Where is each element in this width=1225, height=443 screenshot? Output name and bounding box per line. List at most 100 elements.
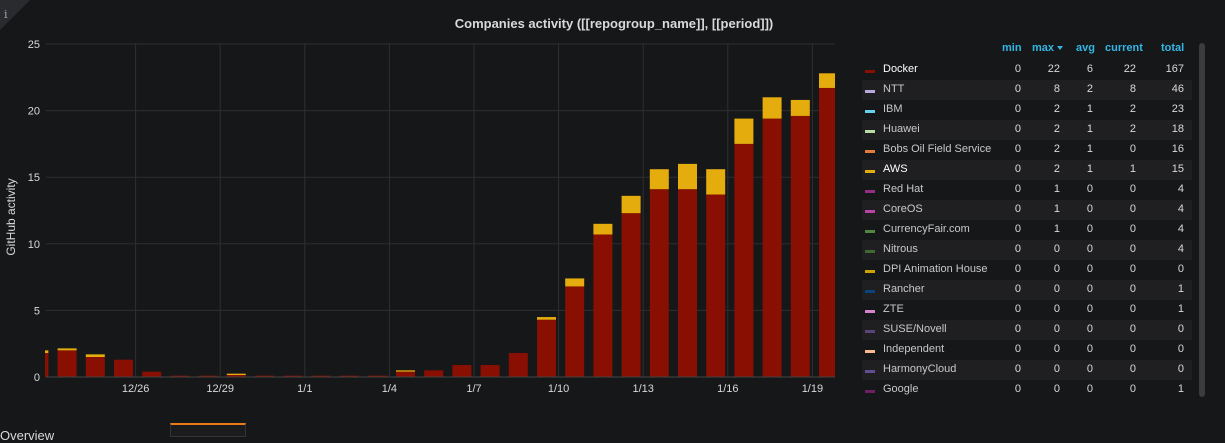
legend-swatch[interactable]	[865, 310, 875, 313]
bar-aws	[226, 373, 246, 376]
next-row-title[interactable]: Overview	[0, 428, 55, 443]
bar-docker	[819, 87, 835, 378]
x-tick-label: 1/4	[382, 383, 397, 395]
legend-row[interactable]: IBM 0 2 1 2 23	[862, 100, 1192, 120]
bar-docker	[396, 371, 415, 377]
legend-value-current: 0	[1129, 323, 1136, 335]
legend-series-name[interactable]: HarmonyCloud	[883, 363, 957, 375]
legend-value-max: 2	[1053, 123, 1060, 135]
legend-header-avg[interactable]: avg	[1076, 42, 1095, 54]
legend-row[interactable]: Rancher 0 0 0 0 1	[862, 280, 1192, 300]
legend-series-name[interactable]: CoreOS	[883, 203, 923, 215]
legend-value-min: 0	[1014, 203, 1021, 215]
legend-row[interactable]: CoreOS 0 1 0 0 4	[862, 200, 1192, 220]
legend-series-name[interactable]: NTT	[883, 83, 905, 95]
bar-aws	[678, 163, 697, 190]
legend-header-min[interactable]: min	[1002, 42, 1022, 54]
legend-value-avg: 0	[1086, 363, 1093, 375]
info-icon[interactable]: i	[4, 8, 8, 21]
legend-value-current: 0	[1129, 383, 1136, 395]
legend-series-name[interactable]: Google	[883, 383, 919, 395]
legend-row[interactable]: Bobs Oil Field Service 0 2 1 0 16	[862, 140, 1192, 160]
legend-series-name[interactable]: Independent	[883, 343, 945, 355]
legend-value-max: 0	[1053, 283, 1060, 295]
legend-swatch[interactable]	[865, 150, 875, 153]
legend-swatch[interactable]	[865, 110, 875, 113]
legend-value-current: 0	[1129, 203, 1136, 215]
legend-row[interactable]: NTT 0 8 2 8 46	[862, 80, 1192, 100]
legend-swatch[interactable]	[865, 210, 875, 213]
legend-series-name[interactable]: Bobs Oil Field Service	[883, 143, 992, 155]
legend-swatch[interactable]	[865, 390, 875, 393]
next-panel-tab[interactable]	[170, 423, 246, 437]
legend-swatch[interactable]	[865, 230, 875, 233]
legend-swatch[interactable]	[865, 250, 875, 253]
bar-aws	[396, 370, 415, 372]
legend-swatch[interactable]	[865, 370, 875, 373]
legend-row[interactable]: AWS 0 2 1 1 15	[862, 160, 1192, 180]
legend-swatch[interactable]	[865, 90, 875, 93]
legend-series-name[interactable]: IBM	[883, 103, 903, 115]
legend-value-total: 4	[1177, 223, 1184, 235]
legend-row[interactable]: Nitrous 0 0 0 0 4	[862, 240, 1192, 260]
legend-value-total: 15	[1171, 163, 1184, 175]
legend-header-total[interactable]: total	[1161, 42, 1185, 54]
legend-row[interactable]: Huawei 0 2 1 2 18	[862, 120, 1192, 140]
legend-swatch[interactable]	[865, 190, 875, 193]
legend-value-total: 1	[1177, 303, 1184, 315]
legend-row[interactable]: Red Hat 0 1 0 0 4	[862, 180, 1192, 200]
legend-header-current[interactable]: current	[1105, 42, 1143, 54]
legend-series-name[interactable]: Rancher	[883, 283, 925, 295]
legend-swatch[interactable]	[865, 350, 875, 353]
legend-series-name[interactable]: DPI Animation House	[883, 263, 988, 275]
legend-series-name[interactable]: ZTE	[883, 303, 904, 315]
legend-row[interactable]: Google 0 0 0 0 1	[862, 380, 1192, 400]
legend-row[interactable]: Independent 0 0 0 0 0	[862, 340, 1192, 360]
legend-value-current: 22	[1123, 63, 1136, 75]
bar-aws	[85, 354, 105, 358]
legend-value-current: 0	[1129, 343, 1136, 355]
legend-value-total: 46	[1171, 83, 1184, 95]
legend-swatch[interactable]	[865, 170, 875, 173]
legend-swatch[interactable]	[865, 330, 875, 333]
legend-row[interactable]: DPI Animation House 0 0 0 0 0	[862, 260, 1192, 280]
panel-info-corner[interactable]	[0, 0, 30, 30]
bar-aws	[649, 169, 669, 190]
legend-swatch[interactable]	[865, 70, 875, 73]
legend-value-current: 0	[1129, 223, 1136, 235]
legend-header-max[interactable]: max	[1032, 42, 1064, 54]
legend-value-total: 4	[1177, 183, 1184, 195]
legend-series-name[interactable]: CurrencyFair.com	[883, 223, 970, 235]
bar-docker	[762, 118, 782, 377]
legend-row[interactable]: CurrencyFair.com 0 1 0 0 4	[862, 220, 1192, 240]
legend-value-min: 0	[1014, 143, 1021, 155]
legend-value-max: 0	[1053, 323, 1060, 335]
bar-docker	[85, 357, 105, 377]
legend-swatch[interactable]	[865, 270, 875, 273]
bar-docker	[706, 194, 726, 377]
y-axis-label: GitHub activity	[4, 178, 18, 256]
bar-aws	[790, 99, 810, 116]
legend-value-current: 2	[1129, 123, 1136, 135]
legend-scrollbar[interactable]	[1199, 43, 1205, 397]
legend-swatch[interactable]	[865, 130, 875, 133]
legend-row[interactable]: HarmonyCloud 0 0 0 0 0	[862, 360, 1192, 380]
legend-series-name[interactable]: Red Hat	[883, 183, 924, 195]
legend-row[interactable]: Docker 0 22 6 22 167	[862, 60, 1192, 80]
legend-row[interactable]: SUSE/Novell 0 0 0 0 0	[862, 320, 1192, 340]
y-tick-label: 0	[34, 372, 40, 384]
legend-value-current: 0	[1129, 303, 1136, 315]
legend-value-max: 22	[1047, 63, 1060, 75]
bar-docker	[114, 359, 133, 377]
bar-docker	[226, 375, 246, 377]
legend-series-name[interactable]: Nitrous	[883, 243, 918, 255]
bar-docker	[621, 213, 641, 377]
legend-series-name[interactable]: AWS	[883, 163, 908, 175]
panel-title[interactable]: Companies activity ([[repogroup_name]], …	[454, 16, 774, 31]
legend-series-name[interactable]: Huawei	[883, 123, 920, 135]
y-tick-label: 15	[28, 172, 40, 184]
legend-row[interactable]: ZTE 0 0 0 0 1	[862, 300, 1192, 320]
legend-series-name[interactable]: Docker	[883, 63, 918, 75]
legend-series-name[interactable]: SUSE/Novell	[883, 323, 947, 335]
legend-swatch[interactable]	[865, 290, 875, 293]
